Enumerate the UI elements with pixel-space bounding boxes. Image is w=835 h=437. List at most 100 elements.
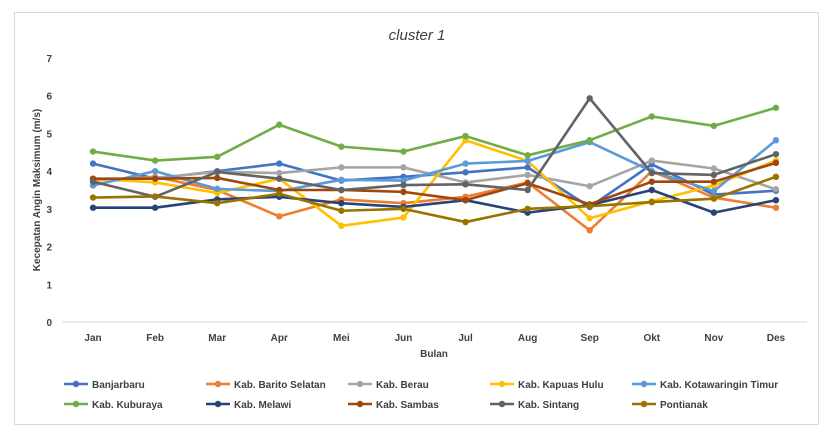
legend-label: Kab. Sintang <box>518 400 579 411</box>
legend-marker <box>214 400 222 408</box>
series-line <box>92 138 777 228</box>
legend-label: Kab. Barito Selatan <box>234 380 326 391</box>
data-point <box>276 121 283 128</box>
legend-label: Kab. Kuburaya <box>92 400 163 411</box>
series-8 <box>89 95 780 200</box>
x-tick-label: Mar <box>208 333 226 344</box>
legend-label: Kab. Kapuas Hulu <box>518 380 604 391</box>
data-point <box>400 188 407 196</box>
legend-entry: Kab. Barito Selatan <box>206 380 326 391</box>
series-9 <box>89 173 780 226</box>
legend-marker <box>498 400 506 408</box>
data-point <box>710 122 718 130</box>
legend-label: Kab. Melawi <box>234 400 291 411</box>
data-point <box>710 187 718 195</box>
data-point <box>214 185 221 193</box>
data-point <box>89 160 97 167</box>
data-point <box>462 160 469 167</box>
series-line <box>93 175 777 224</box>
legend-entry: Banjarbaru <box>64 380 145 391</box>
y-axis-label: Kecepatan Angin Maksimum (m/s) <box>32 109 43 271</box>
legend: Banjarbaru Kab. Barito Selatan Kab. Berau K… <box>64 380 778 411</box>
x-tick-label: Jun <box>395 333 413 344</box>
data-point <box>214 153 221 161</box>
x-tick-label: Jul <box>458 333 473 344</box>
data-point <box>400 205 407 213</box>
legend-entry: Kab. Berau <box>348 380 429 391</box>
data-point <box>772 150 780 158</box>
data-point <box>276 175 283 182</box>
y-tick-label: 7 <box>46 54 52 65</box>
data-point <box>89 148 97 155</box>
data-point <box>524 180 531 187</box>
x-tick-label: Feb <box>146 333 164 344</box>
data-point <box>648 186 655 194</box>
data-point <box>400 177 407 184</box>
legend-label: Kab. Sambas <box>376 400 439 411</box>
data-point <box>586 227 593 234</box>
data-point <box>524 152 531 159</box>
x-axis-ticks: Jan Feb Mar Apr Mei Jun Jul Aug Sep Okt Nov Des <box>84 333 785 344</box>
x-axis-label: Bulan <box>420 349 448 360</box>
data-point <box>400 214 407 221</box>
data-point <box>524 205 531 213</box>
data-point <box>772 104 780 111</box>
data-point <box>400 164 407 171</box>
data-point <box>338 176 345 184</box>
data-point <box>710 171 718 179</box>
data-point <box>710 209 718 216</box>
legend-entry: Kab. Melawi <box>206 400 291 411</box>
data-point <box>338 164 345 171</box>
data-point <box>648 157 655 164</box>
series-line <box>93 159 777 191</box>
legend-label: Kab. Kotawaringin Timur <box>660 380 778 391</box>
chart-title: cluster 1 <box>389 27 446 44</box>
data-point <box>151 204 159 211</box>
data-point <box>338 200 345 207</box>
data-point <box>338 143 345 150</box>
legend-label: Banjarbaru <box>92 380 145 391</box>
legend-entry: Pontianak <box>632 400 708 411</box>
data-point <box>462 169 469 176</box>
data-point <box>648 198 655 206</box>
data-point <box>586 95 593 102</box>
x-tick-label: Okt <box>643 333 660 344</box>
data-point <box>772 159 780 167</box>
series-line <box>92 106 777 162</box>
y-tick-label: 4 <box>46 167 52 178</box>
legend-entry: Kab. Sintang <box>490 400 579 411</box>
data-point <box>214 200 221 207</box>
data-point <box>524 164 531 171</box>
legend-entry: Kab. Kotawaringin Timur <box>632 380 778 391</box>
data-point <box>276 213 283 220</box>
data-point <box>151 193 159 200</box>
data-point <box>338 207 345 214</box>
legend-marker <box>214 380 222 388</box>
data-point <box>462 132 469 140</box>
data-point <box>214 168 221 176</box>
data-point <box>772 196 780 204</box>
data-point <box>772 204 780 211</box>
data-point <box>772 186 780 193</box>
legend-entry: Kab. Sambas <box>348 400 439 411</box>
x-tick-label: Mei <box>333 333 350 344</box>
legend-label: Kab. Berau <box>376 380 429 391</box>
legend-marker <box>498 380 506 388</box>
data-point <box>89 194 97 201</box>
data-point <box>214 174 221 182</box>
data-point <box>276 160 283 167</box>
x-tick-label: Jan <box>84 333 101 344</box>
x-tick-label: Nov <box>704 333 723 344</box>
data-point <box>462 218 469 226</box>
data-point <box>710 195 718 202</box>
data-point <box>586 215 593 222</box>
y-tick-label: 3 <box>46 205 52 216</box>
x-tick-label: Apr <box>271 333 288 344</box>
data-point <box>648 169 655 177</box>
series-line <box>92 97 777 199</box>
y-axis-ticks: 0 1 2 3 4 5 6 7 <box>46 54 52 329</box>
data-point <box>710 165 718 172</box>
y-tick-label: 6 <box>46 92 52 103</box>
x-tick-label: Aug <box>518 333 537 344</box>
